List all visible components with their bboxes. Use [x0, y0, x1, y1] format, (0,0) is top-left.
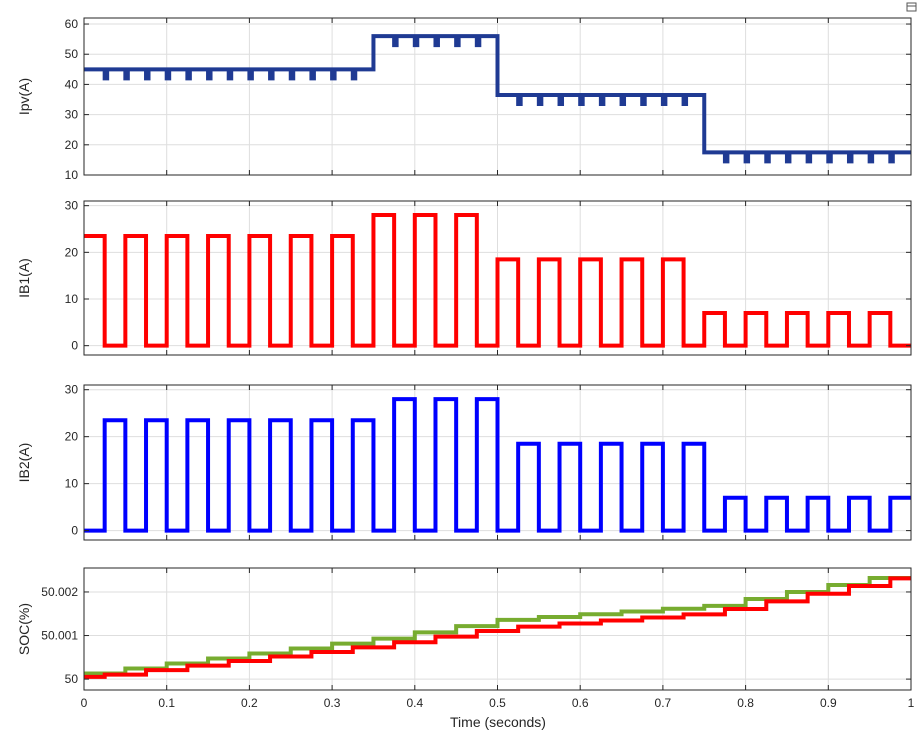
x-tick-label: 0.7 [655, 696, 672, 710]
y-tick-label: 10 [65, 168, 79, 182]
y-tick-label: 10 [65, 477, 79, 491]
window-corner-icon[interactable] [906, 2, 917, 12]
y-tick-label: 60 [65, 17, 79, 31]
x-tick-label: 0.2 [241, 696, 258, 710]
y-tick-label: 0 [71, 524, 78, 538]
series-line-0 [84, 576, 911, 676]
series-line-1 [84, 576, 911, 679]
ticks: 10 20 30 40 50 60 [65, 17, 912, 182]
x-tick-label: 0.9 [820, 696, 837, 710]
y-tick-label: 50 [65, 672, 79, 686]
x-tick-label: 0.6 [572, 696, 589, 710]
y-tick-label: 20 [65, 245, 79, 259]
ticks: 0 10 20 30 [65, 199, 912, 355]
x-tick-label: 0.1 [158, 696, 175, 710]
ib2-panel: 0 10 20 30 IB2(A) [16, 383, 912, 541]
y-tick-label: 40 [65, 77, 79, 91]
series-line-0 [84, 34, 911, 164]
ipv-panel: 10 20 30 40 50 60 Ipv(A) [16, 17, 912, 182]
x-tick-label: 0.4 [406, 696, 423, 710]
y-axis-label: IB2(A) [16, 443, 32, 483]
y-tick-label: 50 [65, 47, 79, 61]
y-axis-label: Ipv(A) [16, 78, 32, 115]
x-tick-label: 1 [908, 696, 915, 710]
soc-panel: 50 50.001 50.002 0 0.1 0.2 0.3 0.4 0.5 0.6 0.7 0.8 0… [16, 567, 915, 710]
y-tick-label: 10 [65, 292, 79, 306]
y-axis-label: SOC(%) [16, 603, 32, 655]
ib1-panel: 0 10 20 30 IB1(A) [16, 199, 912, 356]
series-line-0 [84, 397, 911, 533]
x-axis-label: Time (seconds) [450, 714, 546, 730]
y-tick-label: 50.002 [41, 585, 78, 599]
x-tick-label: 0 [81, 696, 88, 710]
y-tick-label: 30 [65, 383, 79, 397]
x-tick-label: 0.8 [737, 696, 754, 710]
y-tick-label: 20 [65, 138, 79, 152]
ticks: 0 10 20 30 [65, 383, 912, 540]
series-line-0 [84, 213, 911, 348]
ticks: 50 50.001 50.002 0 0.1 0.2 0.3 0.4 0.5 0.6 0.7 0.8 0… [41, 568, 915, 710]
y-axis-label: IB1(A) [16, 258, 32, 298]
y-tick-label: 30 [65, 199, 79, 213]
y-tick-label: 20 [65, 430, 79, 444]
y-tick-label: 30 [65, 108, 79, 122]
x-tick-label: 0.3 [324, 696, 341, 710]
y-tick-label: 0 [71, 339, 78, 353]
x-tick-label: 0.5 [489, 696, 506, 710]
y-tick-label: 50.001 [41, 629, 78, 643]
